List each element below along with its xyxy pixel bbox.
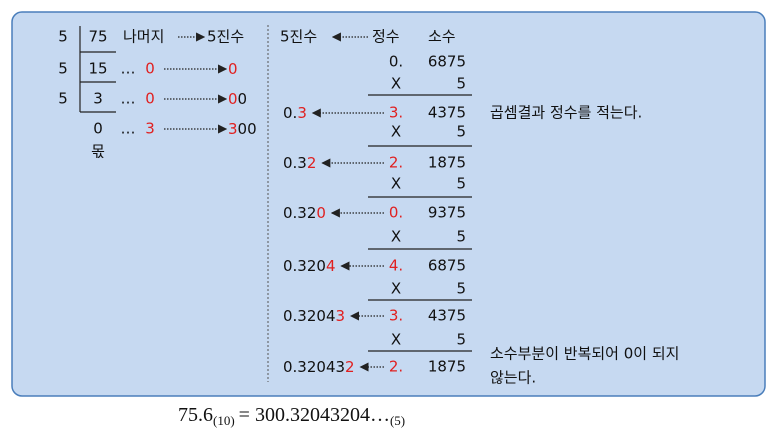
note: 않는다. [490, 369, 536, 387]
remainder: 0 [145, 60, 155, 78]
prefix: 0.3204 [283, 307, 336, 325]
int-part: 0. [389, 53, 403, 71]
dots: … [121, 120, 136, 138]
times: X [391, 175, 401, 193]
times: X [391, 280, 401, 298]
remainder: 0 [145, 90, 155, 108]
base5-result: 0.320 [283, 204, 326, 222]
times: X [391, 75, 401, 93]
note: 소수부분이 반복되어 0이 되지 [490, 345, 679, 363]
base5-result: 0.3204 [283, 257, 336, 275]
frac-part: 6875 [428, 257, 466, 275]
quotient-label: 몫 [91, 143, 105, 161]
multiplier: 5 [456, 331, 466, 349]
base5-result: 0.32043 [283, 307, 345, 325]
divisor: 5 [58, 60, 68, 78]
prefix: 0.32043 [283, 358, 345, 376]
multiplier: 5 [456, 228, 466, 246]
base5-result: 0.320432 [283, 358, 355, 376]
frac-part: 1875 [428, 154, 466, 172]
int-part: 0. [389, 204, 403, 222]
divisor: 5 [58, 90, 68, 108]
quotient: 15 [88, 60, 107, 78]
multiplier: 5 [456, 123, 466, 141]
int-part: 2. [389, 154, 403, 172]
int-part: 2. [389, 358, 403, 376]
frac-part: 4375 [428, 104, 466, 122]
times: X [391, 123, 401, 141]
lhs: 75.6 [178, 404, 213, 426]
base5-label: 5진수 [207, 28, 244, 46]
int-part: 4. [389, 257, 403, 275]
new-digit: 0 [228, 90, 238, 108]
quotient: 0 [93, 120, 103, 138]
formula: 75.6(10) = 300.32043204…(5) [178, 404, 405, 428]
digit: 3 [336, 307, 346, 325]
digit: 2 [345, 358, 355, 376]
base5-result: 0.3 [283, 104, 307, 122]
frac-part: 4375 [428, 307, 466, 325]
dots: … [121, 60, 136, 78]
base5-result: 0.32 [283, 154, 316, 172]
prefix: 0. [283, 104, 297, 122]
base5-result: 300 [228, 120, 257, 138]
lhs-base: (10) [213, 413, 235, 428]
panel [11, 11, 766, 397]
divisor: 5 [58, 28, 68, 46]
multiplier: 5 [456, 75, 466, 93]
note: 곱셈결과 정수를 적는다. [490, 104, 642, 122]
new-digit: 0 [228, 60, 238, 78]
digit: 3 [297, 104, 307, 122]
frac-part: 9375 [428, 204, 466, 222]
digit: 0 [316, 204, 326, 222]
remainder-label: 나머지 [123, 28, 164, 46]
digit: 2 [307, 154, 317, 172]
old-digits: 0 [238, 90, 248, 108]
base5-result: 0 [228, 60, 238, 78]
dots: … [121, 90, 136, 108]
base5-label: 5진수 [280, 28, 317, 46]
prefix: 0.32 [283, 204, 316, 222]
old-digits: 00 [238, 120, 257, 138]
times: X [391, 228, 401, 246]
times: X [391, 331, 401, 349]
dividend: 75 [88, 28, 107, 46]
quotient: 3 [93, 90, 103, 108]
new-digit: 3 [228, 120, 238, 138]
frac-part: 1875 [428, 358, 466, 376]
int-part: 3. [389, 104, 403, 122]
multiplier: 5 [456, 175, 466, 193]
multiplier: 5 [456, 280, 466, 298]
base5-result: 00 [228, 90, 247, 108]
fraction-label: 소수 [428, 28, 456, 46]
integer-label: 정수 [372, 28, 400, 46]
frac-part: 6875 [428, 53, 466, 71]
prefix: 0.3 [283, 154, 307, 172]
rhs: = 300.32043204… [239, 404, 390, 426]
int-part: 3. [389, 307, 403, 325]
rhs-base: (5) [390, 413, 405, 428]
remainder: 3 [145, 120, 155, 138]
digit: 4 [326, 257, 336, 275]
prefix: 0.320 [283, 257, 326, 275]
